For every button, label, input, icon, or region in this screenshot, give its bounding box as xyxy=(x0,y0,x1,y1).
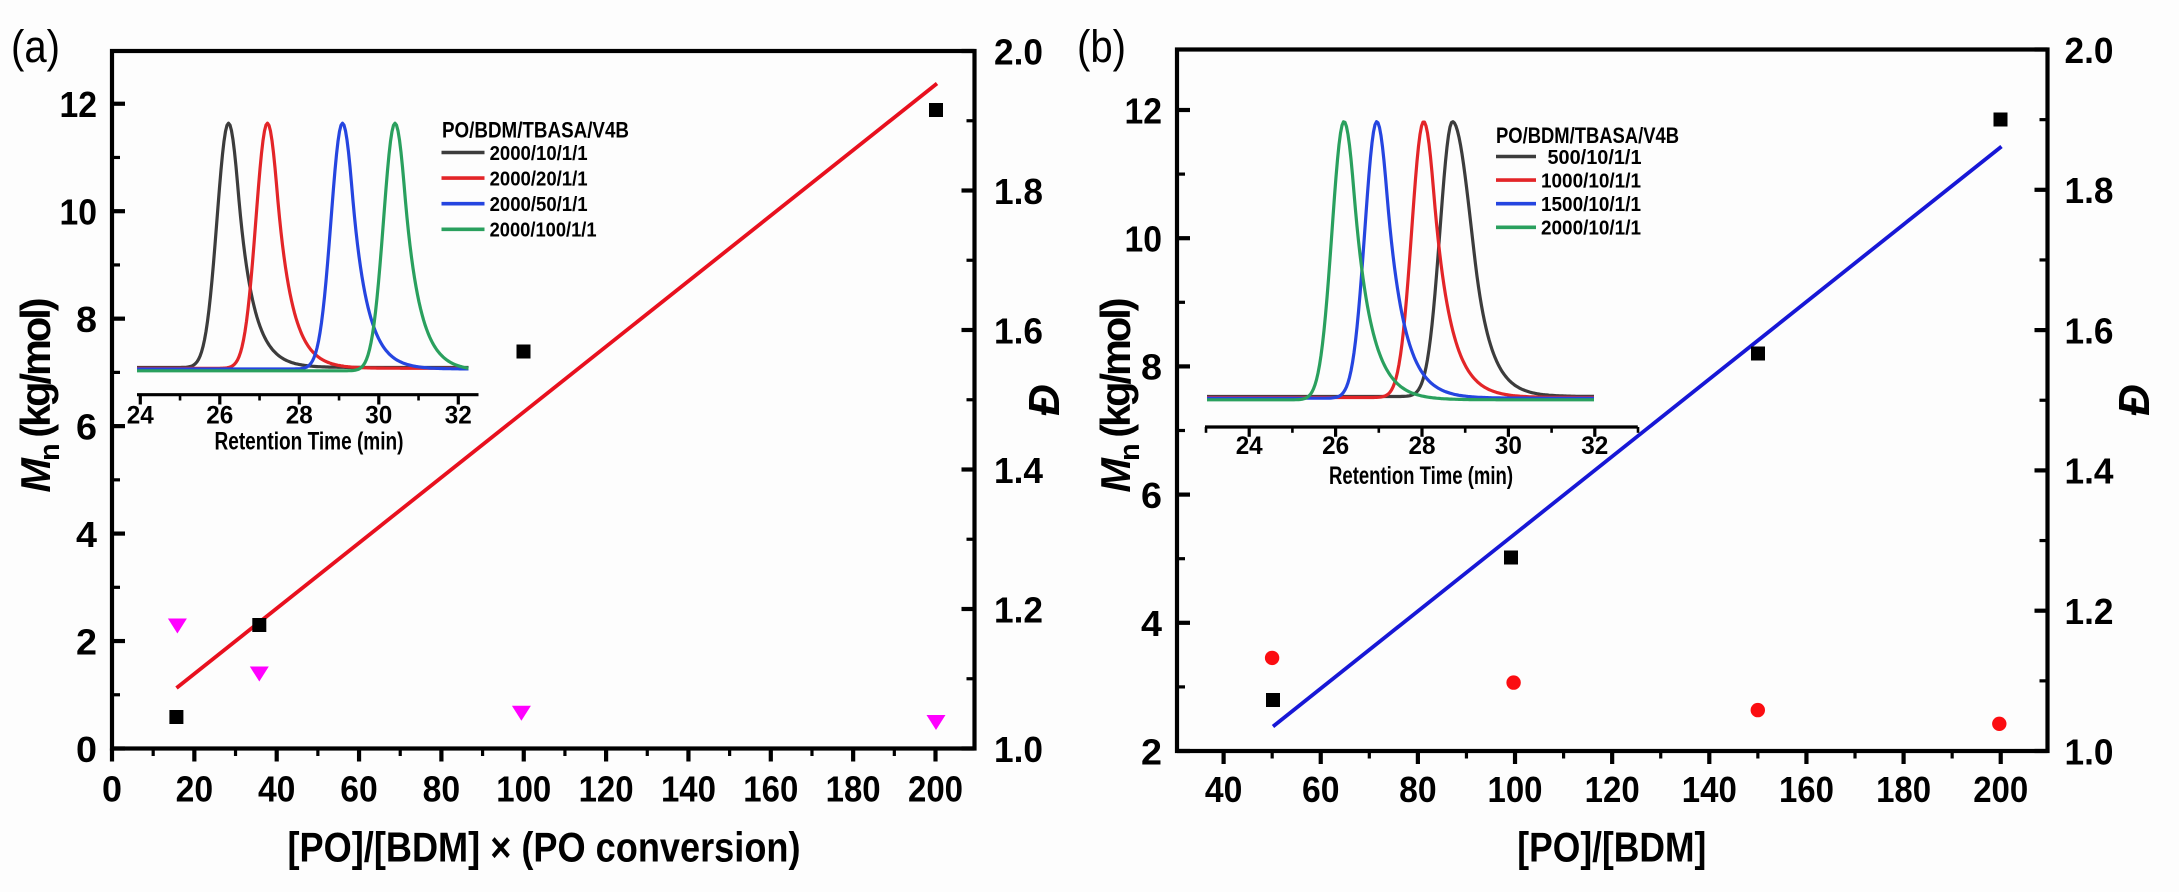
svg-text:0: 0 xyxy=(76,729,97,770)
svg-text:80: 80 xyxy=(423,769,461,810)
svg-text:1.8: 1.8 xyxy=(994,171,1043,212)
svg-text:Retention Time (min): Retention Time (min) xyxy=(215,428,404,456)
svg-text:0: 0 xyxy=(102,769,122,810)
svg-text:1.6: 1.6 xyxy=(994,310,1043,351)
svg-text:80: 80 xyxy=(1399,769,1437,810)
svg-text:Mn (kg/mol): Mn (kg/mol) xyxy=(12,299,66,492)
svg-text:(b): (b) xyxy=(1077,21,1126,72)
svg-text:26: 26 xyxy=(1322,432,1349,460)
svg-text:12: 12 xyxy=(1125,90,1163,131)
svg-text:2: 2 xyxy=(1141,731,1162,772)
svg-text:(a): (a) xyxy=(11,21,60,72)
svg-text:20: 20 xyxy=(176,769,214,810)
svg-text:8: 8 xyxy=(1141,347,1162,388)
svg-text:1.0: 1.0 xyxy=(994,729,1043,770)
svg-text:4: 4 xyxy=(1141,603,1163,644)
svg-text:1.4: 1.4 xyxy=(2065,451,2115,492)
svg-text:40: 40 xyxy=(1205,769,1243,810)
svg-text:1.8: 1.8 xyxy=(2065,170,2114,211)
svg-text:12: 12 xyxy=(60,84,98,125)
svg-text:PO/BDM/TBASA/V4B: PO/BDM/TBASA/V4B xyxy=(442,118,629,143)
svg-text:40: 40 xyxy=(258,769,296,810)
svg-text:Mn (kg/mol): Mn (kg/mol) xyxy=(1092,299,1146,492)
svg-text:6: 6 xyxy=(1141,475,1162,516)
svg-text:180: 180 xyxy=(1876,769,1931,810)
svg-text:2000/50/1/1: 2000/50/1/1 xyxy=(490,194,588,216)
svg-text:1000/10/1/1: 1000/10/1/1 xyxy=(1541,170,1641,192)
svg-text:1.4: 1.4 xyxy=(994,450,1044,491)
svg-text:10: 10 xyxy=(60,192,98,233)
svg-text:6: 6 xyxy=(76,406,97,447)
svg-text:32: 32 xyxy=(1581,432,1608,460)
svg-text:32: 32 xyxy=(445,402,472,430)
svg-text:1.6: 1.6 xyxy=(2065,310,2114,351)
svg-text:Retention Time (min): Retention Time (min) xyxy=(1329,462,1513,490)
svg-text:120: 120 xyxy=(1585,769,1640,810)
svg-text:160: 160 xyxy=(743,769,798,810)
svg-text:100: 100 xyxy=(1488,769,1543,810)
svg-text:2000/100/1/1: 2000/100/1/1 xyxy=(490,220,597,242)
svg-text:2.0: 2.0 xyxy=(2065,30,2114,71)
svg-text:2000/10/1/1: 2000/10/1/1 xyxy=(490,143,588,165)
svg-text:1.2: 1.2 xyxy=(994,589,1043,630)
svg-text:[PO]/[BDM]: [PO]/[BDM] xyxy=(1517,824,1706,871)
svg-text:1.0: 1.0 xyxy=(2065,731,2114,772)
svg-text:PO/BDM/TBASA/V4B: PO/BDM/TBASA/V4B xyxy=(1496,123,1679,148)
svg-text:2000/20/1/1: 2000/20/1/1 xyxy=(490,168,588,190)
svg-text:140: 140 xyxy=(661,769,716,810)
svg-text:30: 30 xyxy=(1495,432,1522,460)
svg-text:160: 160 xyxy=(1779,769,1834,810)
svg-text:2: 2 xyxy=(76,621,97,662)
svg-text:Đ: Đ xyxy=(2110,384,2159,416)
svg-text:Đ: Đ xyxy=(1020,384,1069,416)
svg-text:[PO]/[BDM] × (PO conversion): [PO]/[BDM] × (PO conversion) xyxy=(288,824,801,871)
svg-text:2.0: 2.0 xyxy=(994,31,1043,72)
svg-text:1500/10/1/1: 1500/10/1/1 xyxy=(1541,194,1641,216)
svg-text:10: 10 xyxy=(1125,219,1163,260)
svg-text:24: 24 xyxy=(127,402,154,430)
svg-text:140: 140 xyxy=(1682,769,1737,810)
svg-text:28: 28 xyxy=(1409,432,1436,460)
svg-text:26: 26 xyxy=(206,402,233,430)
svg-text:180: 180 xyxy=(826,769,881,810)
svg-text:60: 60 xyxy=(340,769,378,810)
svg-text:1.2: 1.2 xyxy=(2065,591,2114,632)
svg-text:200: 200 xyxy=(908,769,963,810)
svg-text:28: 28 xyxy=(286,402,313,430)
svg-text:4: 4 xyxy=(76,514,98,555)
svg-text:120: 120 xyxy=(579,769,634,810)
svg-text:8: 8 xyxy=(76,299,97,340)
svg-text:30: 30 xyxy=(365,402,392,430)
svg-text:24: 24 xyxy=(1236,432,1263,460)
svg-text:2000/10/1/1: 2000/10/1/1 xyxy=(1541,218,1641,240)
svg-text:500/10/1/1: 500/10/1/1 xyxy=(1548,147,1642,169)
svg-text:200: 200 xyxy=(1973,769,2028,810)
svg-text:60: 60 xyxy=(1302,769,1340,810)
svg-text:100: 100 xyxy=(496,769,551,810)
